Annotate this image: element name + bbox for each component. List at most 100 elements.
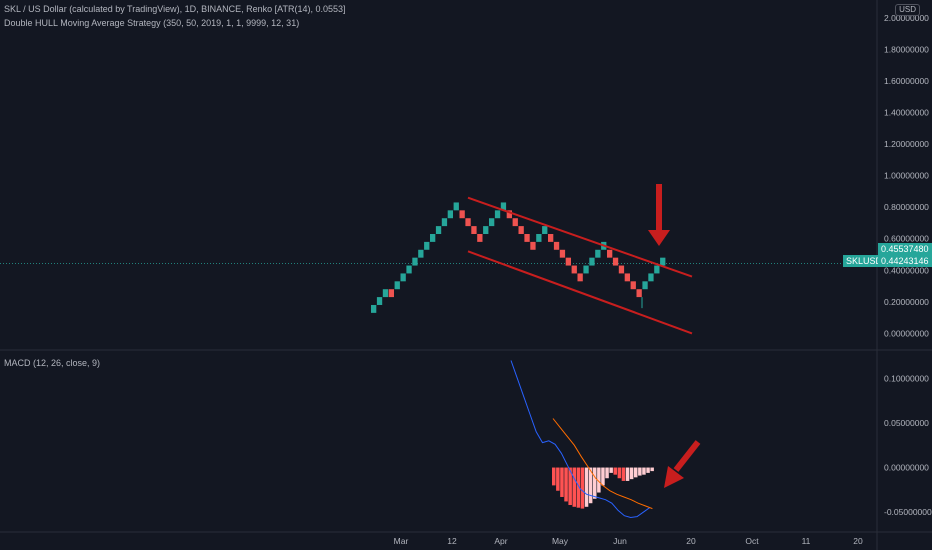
renko-brick [565,257,571,266]
time-tick-label: 20 [853,536,863,546]
last-price-badge: 0.44243146 [878,255,932,267]
macd-tick-label: 0.10000000 [884,373,929,383]
renko-brick [477,234,483,242]
renko-brick [424,241,430,250]
renko-brick [388,289,394,298]
renko-brick [542,226,548,234]
renko-brick [441,218,448,227]
macd-histogram-bar [597,467,601,493]
renko-brick [418,249,424,258]
renko-brick [636,289,642,298]
symbol-badge: SKLUSD [843,255,886,267]
time-tick-label: Jun [613,536,627,546]
currency-label[interactable]: USD [895,4,920,16]
renko-brick [459,210,465,219]
macd-histogram-bar [580,467,585,509]
macd-histogram-bar [621,467,626,481]
price-tick-label: 1.60000000 [884,76,929,86]
price-tick-label: 0.20000000 [884,297,929,307]
renko-brick [648,273,654,282]
price-tick-label: 2.00000000 [884,13,929,23]
renko-brick [595,249,601,258]
macd-histogram-bar [564,467,568,502]
renko-brick [382,289,389,298]
time-tick-label: 12 [447,536,457,546]
renko-brick [500,202,507,211]
macd-histogram-bar [572,467,576,507]
macd-histogram-bar [638,467,642,476]
renko-brick [483,226,489,234]
channel-lower-line [467,250,693,335]
renko-brick [642,281,648,290]
renko-brick [371,304,377,313]
macd-histogram-bar [593,467,597,499]
macd-histogram-bar [634,467,638,478]
renko-brick [577,273,583,282]
macd-histogram-bar [629,467,634,480]
time-tick-label: 11 [802,536,811,546]
price-tick-label: 1.20000000 [884,139,929,149]
arrow-annotation-head [648,230,670,246]
renko-brick [453,202,459,211]
channel-upper-line [467,196,693,278]
price-tick-label: 0.40000000 [884,265,929,275]
renko-brick [559,249,566,258]
price-tick-label: 1.00000000 [884,171,929,181]
macd-histogram-bar [625,467,630,481]
renko-brick [400,273,406,282]
macd-histogram-bar [560,467,564,497]
renko-brick [618,265,625,274]
signal-line [552,418,653,510]
macd-tick-label: -0.05000000 [884,507,932,517]
macd-tick-label: 0.05000000 [884,418,929,428]
macd-legend: MACD (12, 26, close, 9) [4,358,101,368]
renko-brick [571,265,577,274]
macd-histogram-bar [576,467,581,508]
price-tick-label: 0.00000000 [884,328,929,338]
renko-brick [607,249,613,258]
macd-histogram-bar [650,467,654,472]
renko-brick [583,265,589,274]
macd-histogram-bar [552,467,556,486]
macd-histogram-bar [588,467,593,504]
renko-brick [406,265,412,274]
macd-line [510,360,650,519]
renko-brick [624,273,630,282]
macd-arrow-annotation-head [664,466,684,488]
renko-brick [524,234,530,242]
renko-brick [530,241,536,250]
macd-histogram-bar [556,467,560,491]
price-tick-label: 1.40000000 [884,108,929,118]
renko-brick [630,281,636,290]
renko-brick [412,257,418,266]
renko-brick [589,257,595,266]
renko-brick [471,226,477,234]
renko-brick [512,218,518,227]
renko-brick [506,210,512,219]
renko-brick [447,210,453,219]
renko-brick [518,226,524,234]
renko-brick [465,218,471,227]
macd-histogram-bar [601,467,605,486]
macd-histogram-bar [646,467,650,473]
macd-arrow-annotation-shaft [673,440,701,472]
chart-title: SKL / US Dollar (calculated by TradingVi… [4,4,346,14]
macd-tick-label: 0.00000000 [884,463,929,473]
time-tick-label: Oct [745,536,759,546]
upper-price-badge: 0.45537480 [878,243,932,255]
time-tick-label: Apr [494,536,507,546]
macd-histogram-bar [568,467,572,506]
indicator-legend: Double HULL Moving Average Strategy (350… [4,18,300,28]
time-tick-label: 20 [686,536,696,546]
macd-histogram-bar [642,467,646,475]
renko-brick [394,281,400,290]
macd-histogram-bar [609,467,613,473]
renko-brick [435,226,442,234]
renko-brick [536,234,542,242]
macd-histogram-bar [613,467,617,475]
arrow-annotation-shaft [656,184,662,230]
renko-brick [553,241,560,250]
renko-brick [430,234,436,242]
macd-histogram-bar [584,467,589,507]
